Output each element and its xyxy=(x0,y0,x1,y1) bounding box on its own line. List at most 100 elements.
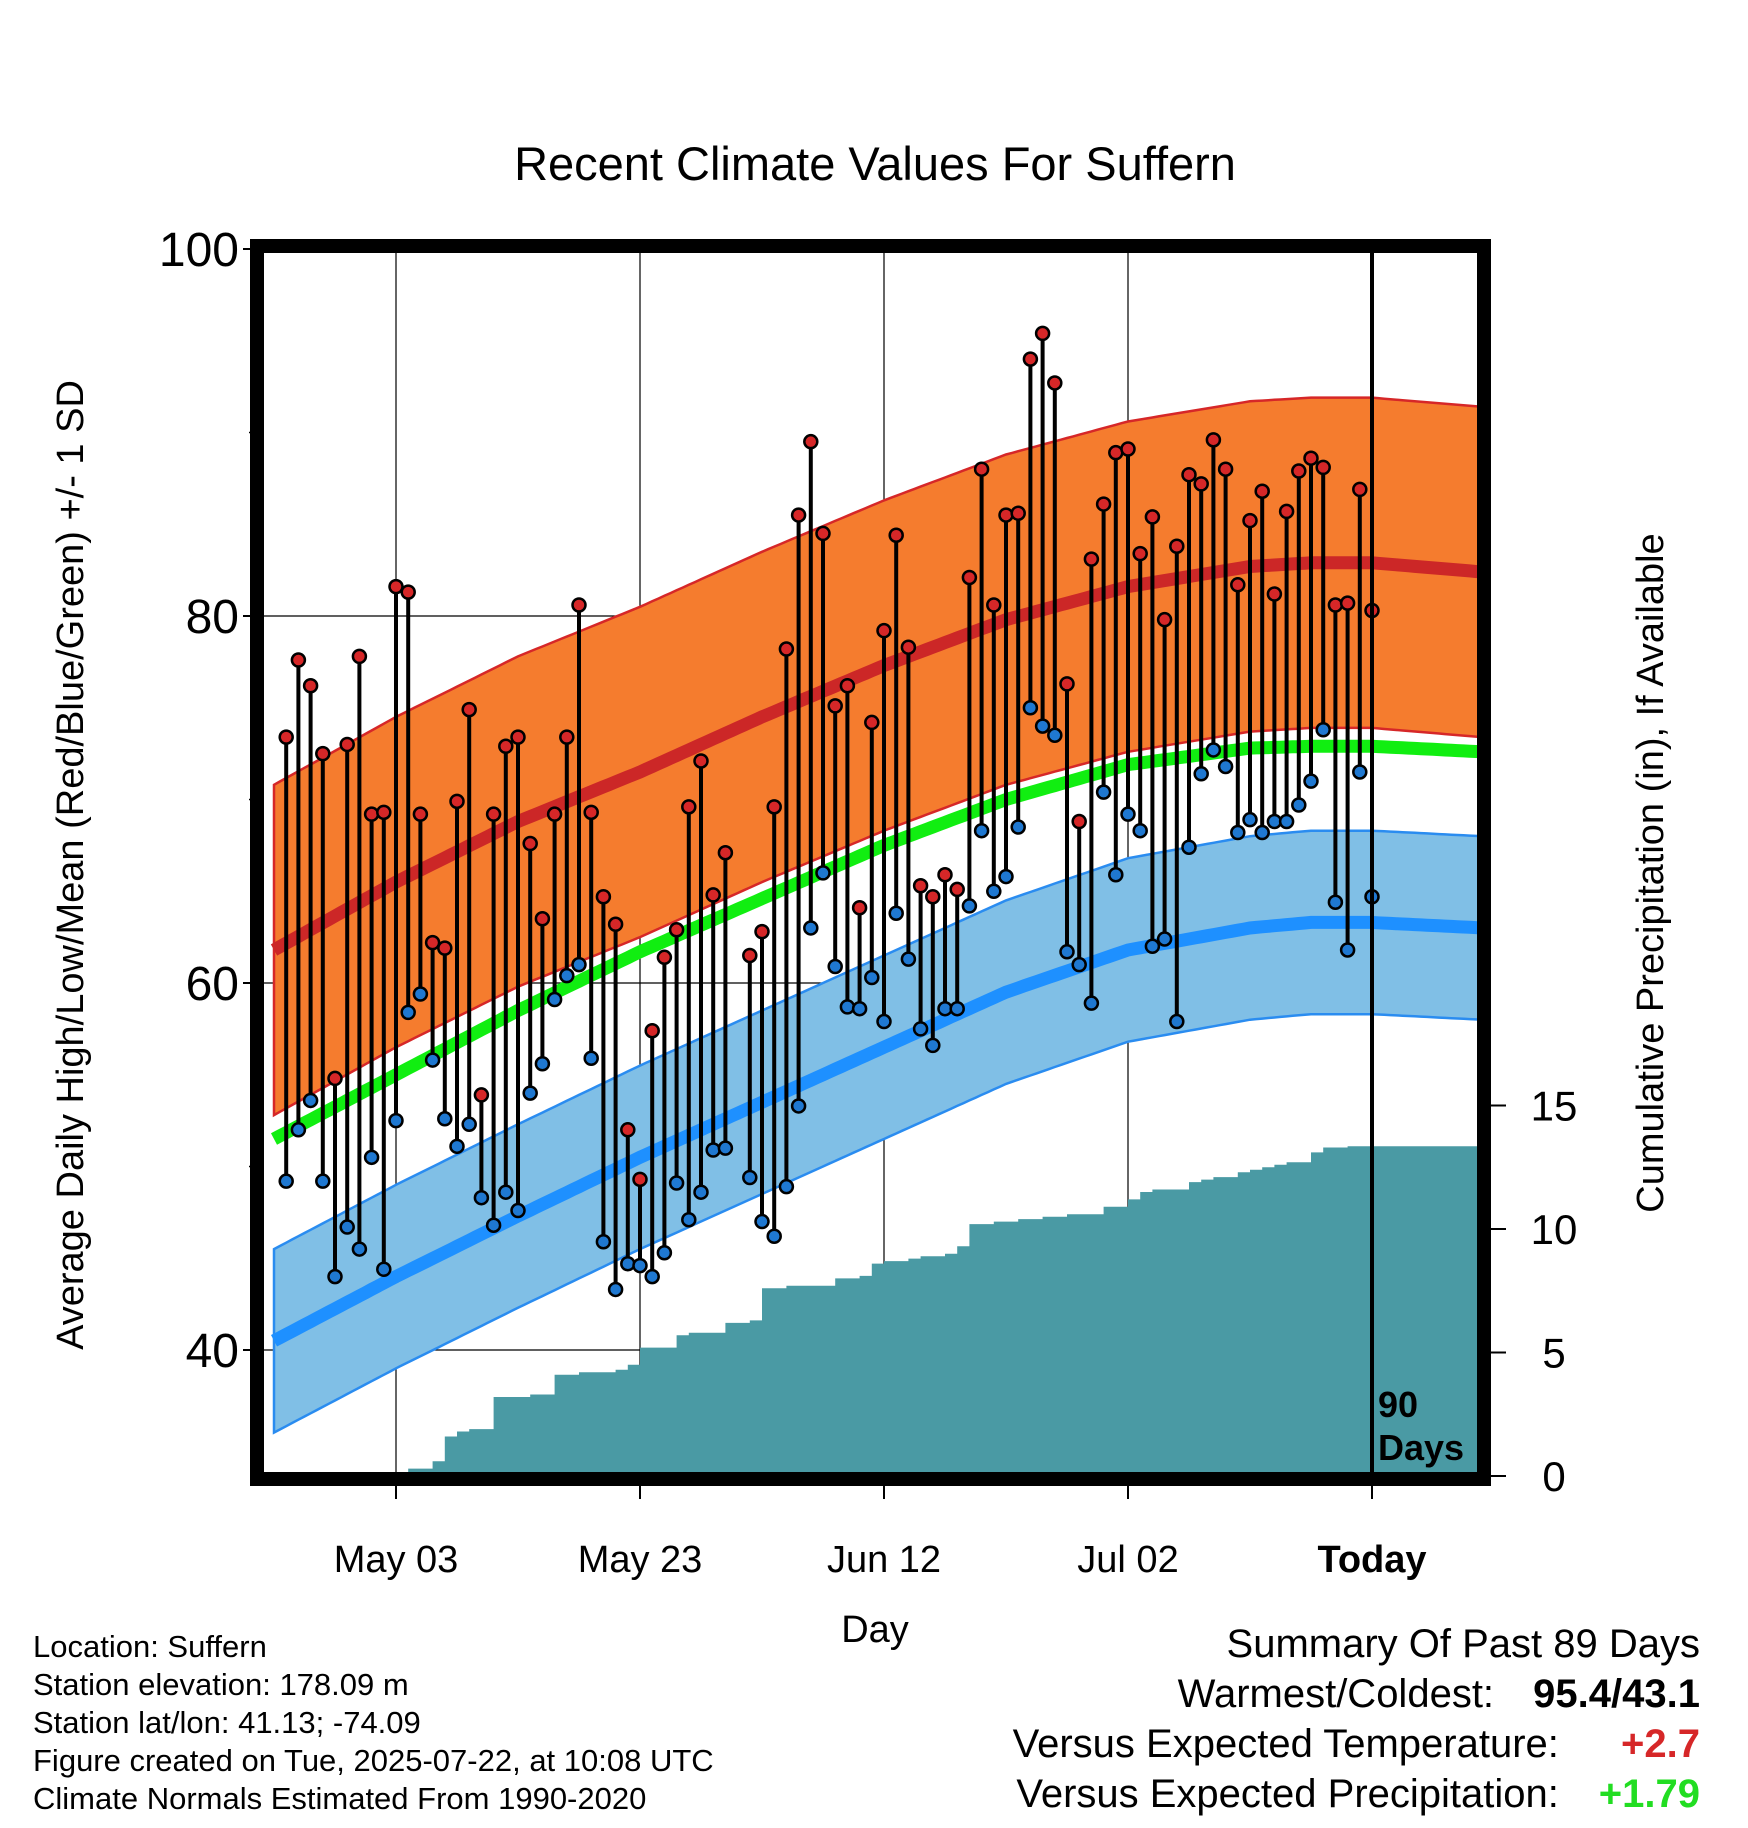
daily-low-point xyxy=(1022,700,1039,716)
summary-precipitation: Versus Expected Precipitation: +1.79 xyxy=(1016,1772,1700,1817)
daily-high-point xyxy=(1132,545,1148,562)
left-tick-label: 80 xyxy=(186,591,239,644)
daily-low-point xyxy=(839,999,856,1015)
daily-low-point xyxy=(925,1037,941,1054)
daily-points xyxy=(278,325,1380,1298)
daily-low-point xyxy=(1217,758,1234,775)
daily-high-point xyxy=(376,804,392,821)
daily-low-point xyxy=(1205,742,1222,758)
daily-high-point xyxy=(620,1122,636,1138)
plot-area: 90 Days xyxy=(250,239,1491,1486)
right-tick-label: 10 xyxy=(1531,1206,1578,1253)
daily-high-point xyxy=(607,916,624,933)
daily-high-point xyxy=(1315,459,1331,476)
daily-high-point xyxy=(1010,505,1026,521)
daily-high-point xyxy=(412,806,429,822)
daily-high-point xyxy=(1291,463,1307,479)
daily-high-point xyxy=(1083,551,1100,567)
daily-low-point xyxy=(656,1244,673,1261)
daily-high-point xyxy=(1327,597,1344,613)
daily-high-point xyxy=(327,1070,343,1087)
daily-high-point xyxy=(949,881,965,898)
today-label-number: 90 xyxy=(1378,1384,1418,1425)
daily-low-point xyxy=(534,1055,551,1072)
daily-high-point xyxy=(961,569,978,586)
daily-low-point xyxy=(412,986,429,1002)
daily-low-point xyxy=(717,1140,734,1156)
daily-high-point xyxy=(876,622,892,639)
chart-title: Recent Climate Values For Suffern xyxy=(514,137,1236,190)
daily-high-point xyxy=(315,745,331,762)
daily-high-point xyxy=(1071,813,1087,830)
info-normals: Climate Normals Estimated From 1990-2020 xyxy=(33,1781,647,1816)
daily-high-point xyxy=(473,1087,490,1103)
daily-low-point xyxy=(851,1000,868,1017)
today-label-days: Days xyxy=(1378,1427,1464,1468)
y-axis-left-label: Average Daily High/Low/Mean (Red/Blue/Gr… xyxy=(50,380,92,1350)
daily-high-point xyxy=(498,738,514,755)
daily-low-point xyxy=(693,1184,709,1200)
station-info: Location: Suffern Station elevation: 178… xyxy=(33,1628,714,1818)
daily-high-point xyxy=(778,641,795,657)
daily-high-point xyxy=(1047,375,1063,391)
daily-low-point xyxy=(522,1085,538,1101)
daily-low-point xyxy=(400,1004,416,1021)
daily-low-point xyxy=(376,1261,392,1278)
daily-low-point xyxy=(1034,718,1051,734)
daily-low-point xyxy=(1242,811,1258,828)
normal-low-line xyxy=(270,915,1483,1347)
daily-high-point xyxy=(449,793,465,810)
daily-high-point xyxy=(1254,483,1270,499)
daily-low-point xyxy=(681,1211,697,1228)
daily-low-point xyxy=(583,1050,599,1066)
daily-high-point xyxy=(461,701,477,718)
daily-high-point xyxy=(1059,676,1075,692)
daily-high-point xyxy=(803,433,819,450)
daily-low-point xyxy=(607,1281,624,1298)
daily-high-point xyxy=(595,889,612,905)
daily-low-point xyxy=(485,1217,502,1233)
daily-low-point xyxy=(1120,806,1136,822)
bottom-tick-label: Jun 12 xyxy=(827,1539,941,1581)
daily-high-point xyxy=(1181,466,1197,483)
daily-low-point xyxy=(1315,722,1331,738)
daily-high-point xyxy=(522,835,538,852)
normal-lines xyxy=(270,556,1483,1347)
daily-low-point xyxy=(388,1112,404,1129)
daily-low-point xyxy=(766,1228,782,1244)
daily-low-point xyxy=(827,958,843,975)
daily-high-point xyxy=(546,806,563,822)
daily-low-point xyxy=(595,1233,612,1250)
daily-high-point xyxy=(1230,577,1246,593)
daily-low-point xyxy=(632,1257,648,1274)
daily-low-point xyxy=(1059,944,1075,960)
daily-high-point xyxy=(815,525,831,542)
daily-low-point xyxy=(1193,766,1209,782)
daily-high-point xyxy=(1169,538,1185,555)
daily-low-point xyxy=(559,967,575,984)
daily-high-point xyxy=(925,889,941,905)
daily-high-point xyxy=(839,677,856,694)
daily-high-point xyxy=(900,639,917,655)
daily-low-point xyxy=(473,1189,490,1206)
daily-low-point xyxy=(620,1256,636,1272)
info-elevation: Station elevation: 178.09 m xyxy=(33,1667,409,1702)
daily-low-point xyxy=(912,1021,929,1037)
daily-high-point xyxy=(888,527,904,544)
daily-low-point xyxy=(644,1268,660,1285)
summary-temperature: Versus Expected Temperature: +2.7 xyxy=(1013,1722,1700,1767)
daily-low-point xyxy=(302,1092,319,1109)
daily-low-point xyxy=(546,991,563,1008)
daily-low-point xyxy=(1095,784,1112,800)
daily-low-point xyxy=(571,956,587,973)
daily-high-point xyxy=(632,1171,648,1188)
temp-anomaly-label: Versus Expected Temperature: xyxy=(1012,1722,1559,1766)
daily-high-point xyxy=(351,648,368,665)
daily-low-point xyxy=(437,1111,453,1127)
daily-high-point xyxy=(986,597,1002,613)
daily-high-point xyxy=(1242,512,1258,529)
daily-low-point xyxy=(1071,956,1087,973)
daily-high-point xyxy=(790,507,807,523)
daily-high-point xyxy=(1303,450,1319,466)
daily-high-point xyxy=(485,806,502,822)
